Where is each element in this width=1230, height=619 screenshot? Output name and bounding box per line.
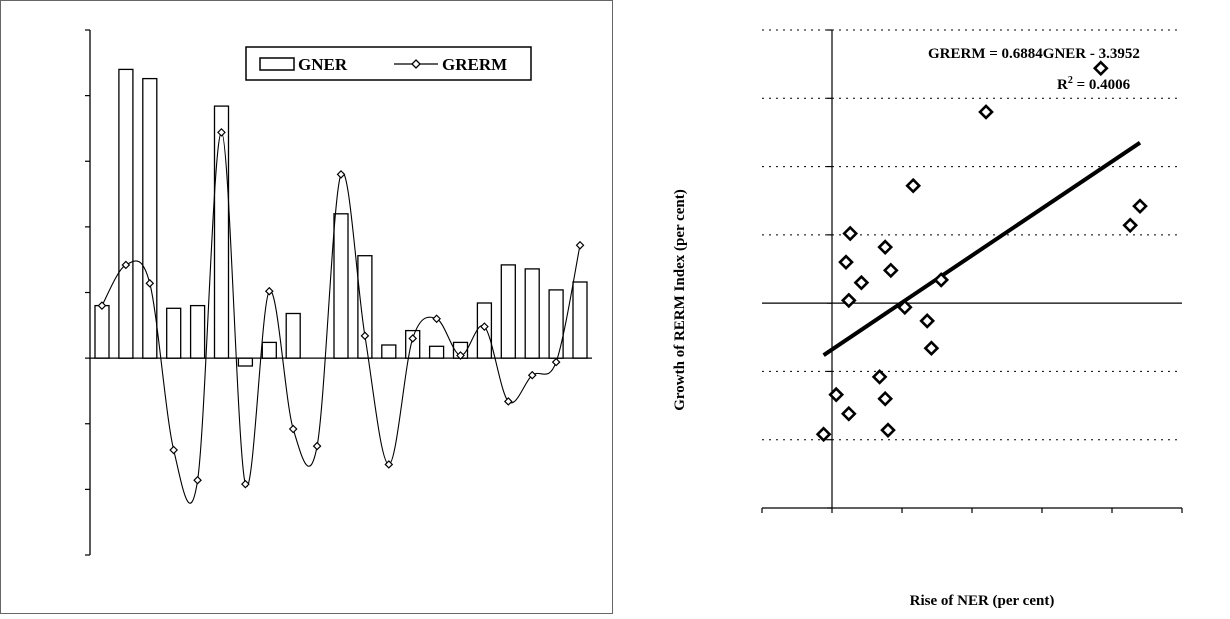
- r-squared-sup: 2: [1068, 75, 1073, 86]
- left-axes: [85, 29, 592, 556]
- gner-bar-1986: [237, 357, 254, 367]
- grerm-point-1988: [288, 424, 298, 434]
- scatter-point-16: [933, 272, 950, 288]
- gner-bar-1983: [166, 307, 182, 359]
- gner-bar-2000: [572, 281, 588, 359]
- gner-bar-1980: [94, 304, 110, 359]
- trendline-group: [822, 141, 1142, 357]
- gner-bar-1992: [381, 344, 397, 359]
- scatter-point-15: [923, 340, 940, 357]
- r-squared-label: R2 = 0.4006: [1057, 75, 1131, 93]
- gner-bar-1988: [285, 312, 301, 359]
- scatter-point-17: [978, 104, 994, 120]
- scatter-point-10: [880, 422, 896, 438]
- grerm-point-1987: [264, 286, 274, 296]
- grerm-point-1985: [217, 128, 226, 137]
- y-axis-title: Growth of RERM Index (per cent): [672, 189, 688, 411]
- grerm-point-1981: [121, 260, 131, 270]
- scatter-point-14: [919, 313, 936, 329]
- scatter-point-0: [815, 426, 832, 443]
- grerm-point-1998: [527, 370, 537, 380]
- r-squared-value: = 0.4006: [1073, 77, 1131, 93]
- grerm-point-1991: [360, 331, 370, 341]
- legend-grerm-marker-icon: [411, 59, 421, 69]
- right-axes: [761, 29, 1183, 513]
- scatter-point-6: [853, 274, 870, 291]
- gner-bar-1997: [500, 264, 516, 359]
- scatter-point-5: [842, 225, 859, 242]
- grerm-line-group: [97, 128, 585, 504]
- x-axis-title: Rise of NER (per cent): [910, 593, 1055, 609]
- scatter-point-9: [877, 390, 894, 407]
- scatter-point-2: [838, 254, 854, 271]
- gner-bar-1998: [524, 268, 540, 359]
- scatter-point-19: [1122, 217, 1139, 234]
- regression-equation: GRERM = 0.6884GNER - 3.3952: [928, 46, 1140, 62]
- gner-bar-1991: [357, 255, 373, 359]
- grerm-point-1986: [241, 479, 250, 489]
- gner-bar-1982: [142, 77, 158, 359]
- gner-bar-group: [94, 68, 588, 367]
- grerm-point-1997: [503, 397, 513, 406]
- scatter-point-12: [896, 299, 913, 316]
- legend-grerm-label: GRERM: [442, 55, 507, 74]
- r-squared-prefix: R: [1057, 77, 1068, 93]
- grerm-point-1992: [384, 460, 394, 469]
- grerm-point-1999: [551, 357, 561, 367]
- legend-gner-swatch: [259, 57, 295, 71]
- grerm-point-1996: [480, 322, 489, 331]
- left-legend: GNER GRERM: [245, 46, 532, 81]
- grerm-point-1995: [456, 351, 465, 360]
- grerm-point-1982: [145, 278, 155, 288]
- scatter-point-13: [905, 177, 922, 194]
- gner-bar-1984: [189, 304, 206, 359]
- grerm-point-1994: [432, 314, 441, 324]
- gner-bar-1987: [261, 341, 277, 359]
- left-combo-chart: GNER GRERM: [0, 0, 613, 614]
- gner-bar-1985: [213, 105, 230, 359]
- grerm-point-1980: [97, 301, 107, 310]
- right-scatter-chart: Rise of NER (per cent) Growth of RERM In…: [672, 29, 1183, 609]
- scatter-point-8: [877, 239, 894, 255]
- grerm-point-1993: [408, 334, 418, 343]
- scatter-point-4: [840, 292, 857, 309]
- scatter-point-18: [1092, 60, 1109, 77]
- grerm-point-1984: [193, 475, 202, 485]
- scatter-point-3: [840, 405, 857, 422]
- grerm-point-1990: [336, 170, 346, 179]
- scatter-point-20: [1132, 198, 1148, 215]
- scatter-points-group: [815, 60, 1148, 443]
- regression-trendline: [822, 141, 1142, 357]
- gner-bar-1981: [118, 68, 134, 359]
- left-chart-panel: GNER GRERM: [0, 0, 616, 614]
- left-chart-border: [0, 0, 613, 614]
- gner-bar-1990: [333, 213, 349, 359]
- right-chart-panel: Rise of NER (per cent) Growth of RERM In…: [620, 0, 1230, 614]
- gner-bar-1999: [548, 289, 564, 359]
- legend-gner-label: GNER: [298, 55, 348, 74]
- scatter-point-11: [882, 262, 899, 279]
- gner-bar-1994: [428, 345, 445, 359]
- grerm-point-2000: [575, 240, 585, 250]
- grerm-point-1983: [169, 445, 179, 455]
- grerm-point-1989: [312, 441, 322, 451]
- scatter-point-7: [871, 369, 888, 385]
- scatter-point-1: [828, 386, 845, 403]
